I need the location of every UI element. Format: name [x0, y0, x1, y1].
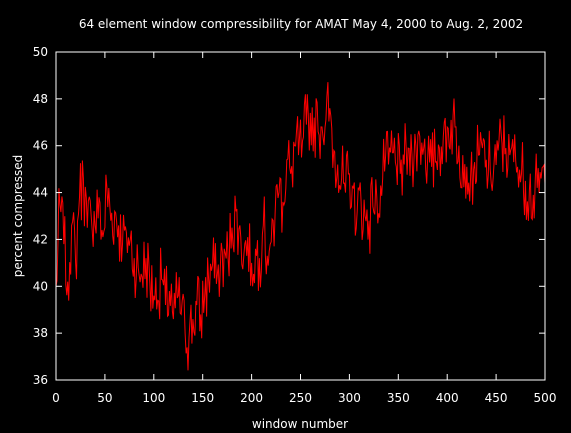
x-tick-label: 150 — [191, 391, 214, 405]
x-tick-label: 300 — [338, 391, 361, 405]
y-tick-label: 46 — [33, 139, 48, 153]
x-tick-label: 350 — [387, 391, 410, 405]
series-line — [55, 82, 546, 371]
y-tick-label: 50 — [33, 45, 48, 59]
x-tick-label: 250 — [289, 391, 312, 405]
x-tick-label: 450 — [485, 391, 508, 405]
y-tick-label: 40 — [33, 279, 48, 293]
y-tick-label: 36 — [33, 373, 48, 387]
y-axis-label: percent compressed — [11, 155, 25, 278]
y-tick-label: 44 — [33, 186, 48, 200]
chart-title: 64 element window compressibility for AM… — [79, 17, 523, 31]
x-axis-label: window number — [252, 417, 348, 431]
x-tick-label: 500 — [534, 391, 557, 405]
x-tick-label: 50 — [97, 391, 112, 405]
y-tick-label: 38 — [33, 326, 48, 340]
x-tick-label: 0 — [52, 391, 60, 405]
y-tick-label: 48 — [33, 92, 48, 106]
x-tick-label: 200 — [240, 391, 263, 405]
y-axis: 36 38 40 42 44 46 48 50 — [33, 45, 545, 387]
series-polyline — [55, 82, 546, 371]
y-tick-label: 42 — [33, 232, 48, 246]
x-tick-label: 400 — [436, 391, 459, 405]
x-axis: 0 50 100 150 200 250 300 350 400 450 500 — [52, 52, 556, 405]
x-tick-label: 100 — [142, 391, 165, 405]
